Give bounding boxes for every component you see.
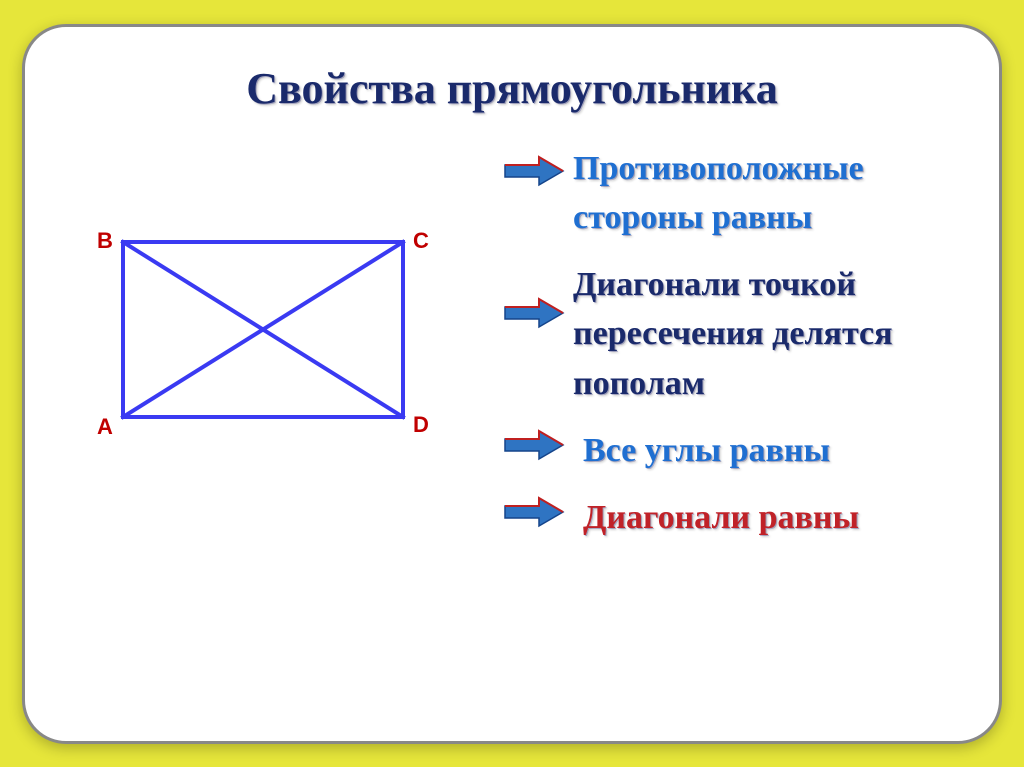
property-text: Диагонали точкой пересечения делятся поп… [573, 260, 959, 408]
arrow-icon [495, 426, 573, 462]
arrow-icon [495, 493, 573, 529]
property-row: Все углы равны [495, 426, 959, 475]
rectangle-figure: B C A D [115, 234, 415, 434]
vertex-label-a: A [97, 414, 113, 440]
properties-list: Противоположные стороны равны Диагонали т… [495, 144, 959, 561]
property-text: Противоположные стороны равны [573, 144, 959, 243]
vertex-label-b: B [97, 228, 113, 254]
vertex-label-c: C [413, 228, 429, 254]
rectangle-svg [115, 234, 415, 434]
property-text: Диагонали равны [583, 493, 859, 542]
property-row: Противоположные стороны равны [495, 144, 959, 243]
property-text: Все углы равны [583, 426, 830, 475]
diagram-panel: B C A D [65, 144, 495, 561]
vertex-label-d: D [413, 412, 429, 438]
page-title: Свойства прямоугольника [65, 63, 959, 114]
property-row: Диагонали точкой пересечения делятся поп… [495, 260, 959, 408]
arrow-icon [495, 260, 573, 330]
property-row: Диагонали равны [495, 493, 959, 542]
slide-card: Свойства прямоугольника B C A D Противоп… [22, 24, 1002, 744]
arrow-icon [495, 144, 573, 188]
content-row: B C A D Противоположные стороны равны Диа… [65, 144, 959, 561]
